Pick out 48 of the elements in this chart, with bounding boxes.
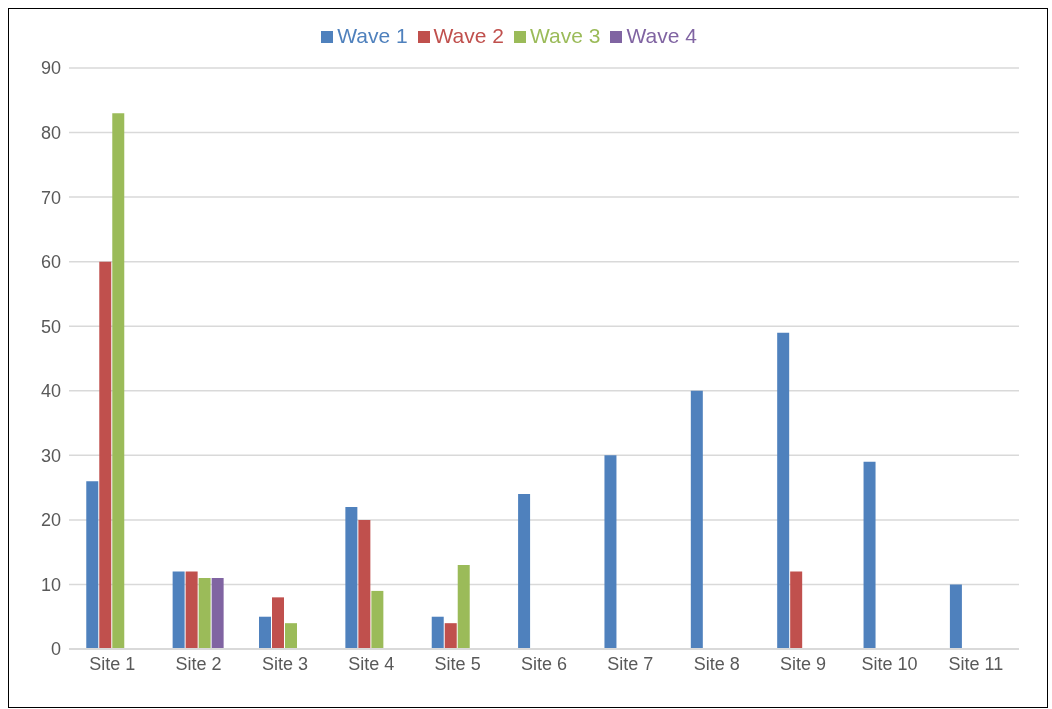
x-tick-label: Site 10 xyxy=(861,653,918,674)
bar xyxy=(285,623,297,649)
x-tick-label: Site 9 xyxy=(780,653,827,674)
x-tick-label: Site 11 xyxy=(948,653,1004,674)
y-tick-label: 60 xyxy=(40,252,61,273)
y-tick-label: 90 xyxy=(40,58,61,79)
y-tick-label: 0 xyxy=(50,639,61,660)
legend-label: Wave 3 xyxy=(530,24,601,47)
bar xyxy=(172,571,185,649)
bar xyxy=(259,616,271,649)
x-tick-label: Site 1 xyxy=(89,653,136,674)
bar xyxy=(444,623,457,649)
x-tick-label: Site 2 xyxy=(175,653,222,674)
bar xyxy=(272,597,284,649)
bar xyxy=(211,577,224,649)
bar xyxy=(604,455,617,649)
bar xyxy=(112,113,125,649)
x-tick-label: Site 8 xyxy=(693,653,740,674)
x-tick-label: Site 6 xyxy=(520,653,568,674)
x-tick-label: Site 5 xyxy=(434,653,481,674)
bar xyxy=(358,519,371,649)
legend-label: Wave 1 xyxy=(337,24,408,47)
bar xyxy=(690,390,703,649)
bar xyxy=(457,565,470,649)
x-tick-label: Site 4 xyxy=(348,653,395,674)
y-tick-label: 50 xyxy=(40,316,61,337)
y-tick-label: 70 xyxy=(40,187,61,208)
x-tick-label: Site 7 xyxy=(607,653,654,674)
bar xyxy=(777,332,790,649)
bar xyxy=(790,571,803,649)
bar xyxy=(198,577,211,649)
bar xyxy=(99,261,112,649)
bar xyxy=(345,506,358,649)
y-tick-label: 30 xyxy=(40,445,61,466)
bar xyxy=(185,571,198,649)
legend-label: Wave 2 xyxy=(433,24,504,47)
y-tick-label: 40 xyxy=(40,381,61,402)
legend-label: Wave 4 xyxy=(626,24,697,47)
bar xyxy=(518,494,531,649)
y-tick-label: 80 xyxy=(40,122,61,143)
bar xyxy=(371,590,384,649)
bar xyxy=(431,616,444,649)
bar xyxy=(863,461,876,649)
x-tick-label: Site 3 xyxy=(261,653,308,674)
y-tick-label: 20 xyxy=(40,510,61,531)
bar xyxy=(949,584,962,649)
y-tick-label: 10 xyxy=(40,574,61,595)
bar xyxy=(86,481,99,649)
